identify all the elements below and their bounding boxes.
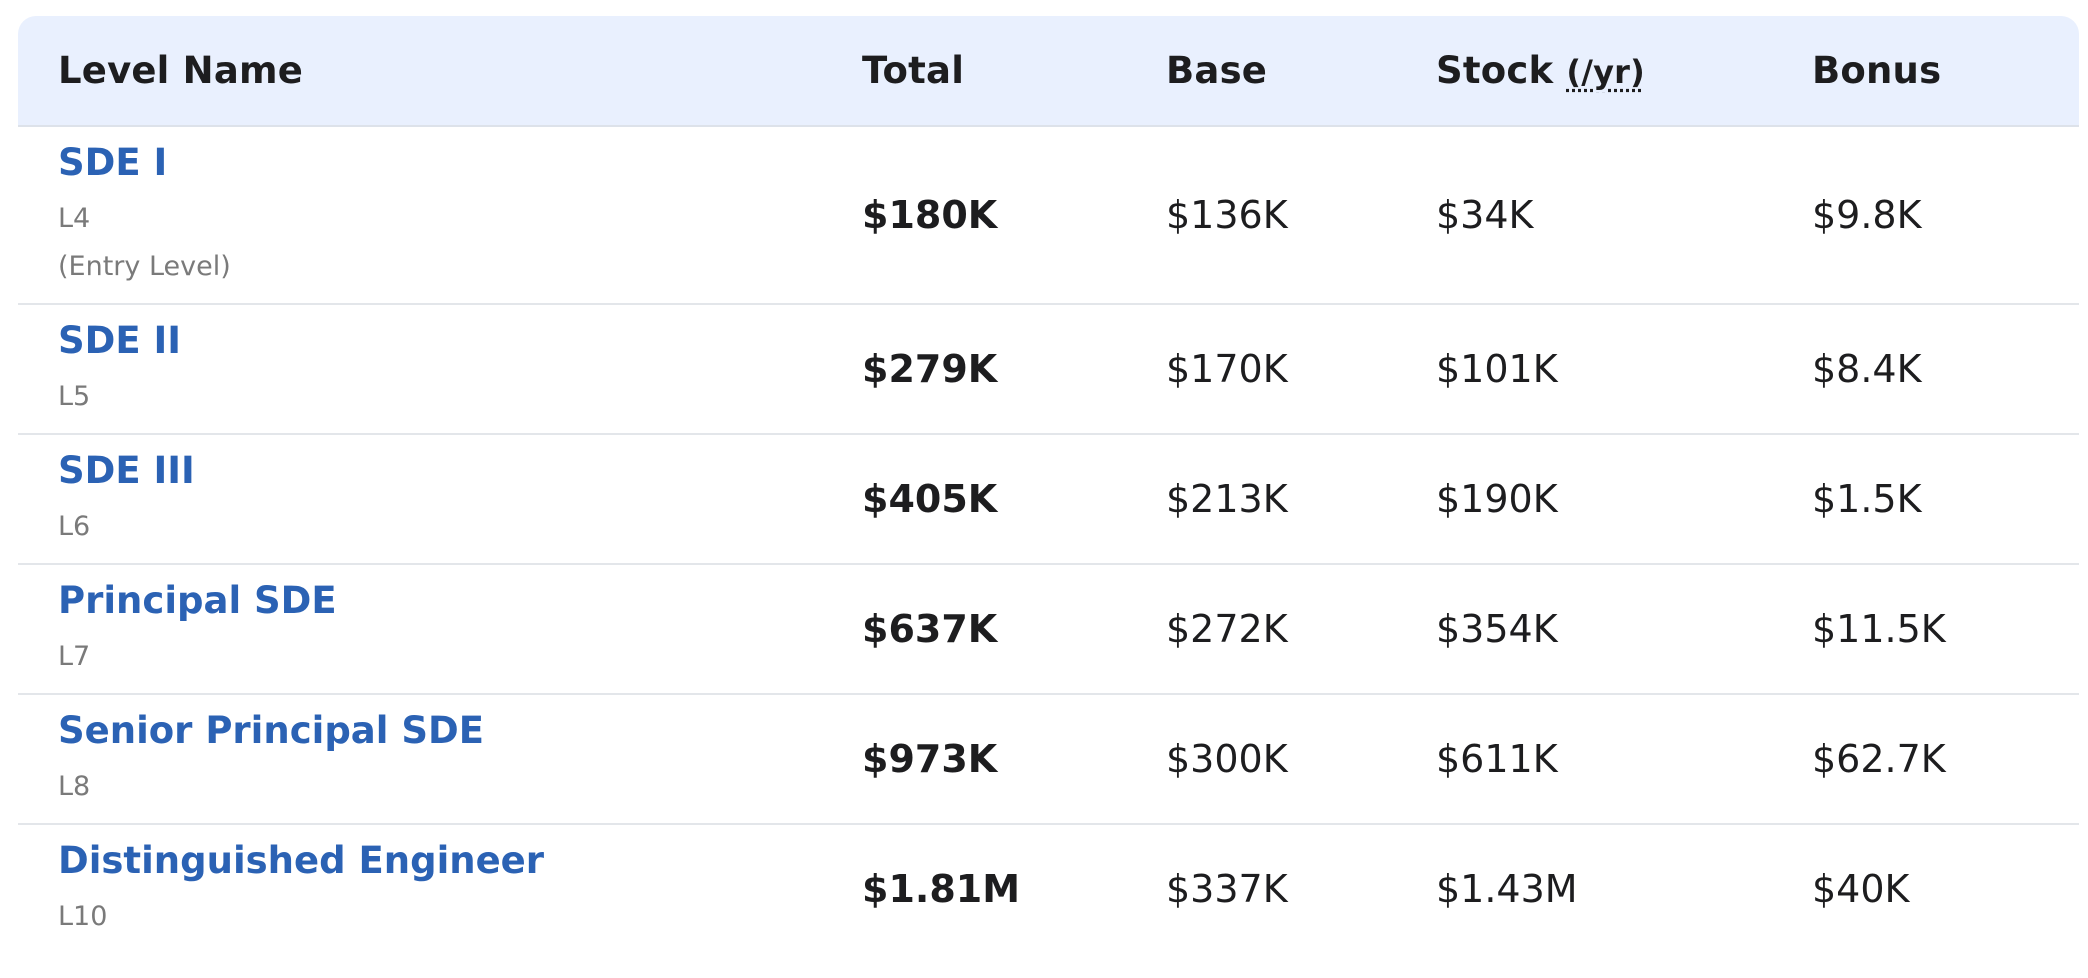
levels-table: Level Name Total Base Stock (/yr) Bonus … [18, 16, 2079, 955]
base-value: $136K [1166, 193, 1288, 237]
total-value: $405K [862, 477, 998, 521]
level-link[interactable]: SDE III [58, 449, 195, 492]
stock-unit-tooltip[interactable]: (/yr) [1566, 53, 1645, 91]
level-note: (Entry Level) [58, 251, 231, 282]
bonus-value: $11.5K [1812, 607, 1946, 651]
header-stock-label: Stock [1436, 49, 1554, 92]
stock-value: $1.43M [1436, 867, 1578, 911]
bonus-value: $9.8K [1812, 193, 1922, 237]
header-base[interactable]: Base [1166, 49, 1268, 92]
base-value: $300K [1166, 737, 1288, 781]
table-row[interactable]: Principal SDE L7 $637K $272K $354K $11.5… [18, 565, 2079, 695]
total-value: $973K [862, 737, 998, 781]
total-value: $180K [862, 193, 998, 237]
level-link[interactable]: SDE I [58, 141, 168, 184]
table-row[interactable]: Senior Principal SDE L8 $973K $300K $611… [18, 695, 2079, 825]
header-total[interactable]: Total [862, 49, 965, 92]
base-value: $337K [1166, 867, 1288, 911]
level-link[interactable]: Senior Principal SDE [58, 709, 484, 752]
bonus-value: $40K [1812, 867, 1910, 911]
bonus-value: $62.7K [1812, 737, 1946, 781]
total-value: $279K [862, 347, 998, 391]
total-value: $1.81M [862, 867, 1021, 911]
level-code: L5 [58, 381, 91, 412]
stock-value: $190K [1436, 477, 1558, 521]
bonus-value: $8.4K [1812, 347, 1922, 391]
total-value: $637K [862, 607, 998, 651]
level-code: L4 [58, 203, 91, 234]
table-header: Level Name Total Base Stock (/yr) Bonus [18, 16, 2079, 127]
table-row[interactable]: SDE II L5 $279K $170K $101K $8.4K [18, 305, 2079, 435]
stock-value: $354K [1436, 607, 1558, 651]
header-level-name[interactable]: Level Name [58, 49, 304, 92]
stock-value: $611K [1436, 737, 1558, 781]
table-row[interactable]: SDE III L6 $405K $213K $190K $1.5K [18, 435, 2079, 565]
bonus-value: $1.5K [1812, 477, 1922, 521]
level-code: L8 [58, 771, 91, 802]
header-stock[interactable]: Stock (/yr) [1436, 49, 1645, 92]
header-bonus[interactable]: Bonus [1812, 49, 1942, 92]
base-value: $213K [1166, 477, 1288, 521]
table-row[interactable]: Distinguished Engineer L10 $1.81M $337K … [18, 825, 2079, 955]
level-link[interactable]: Principal SDE [58, 579, 337, 622]
base-value: $170K [1166, 347, 1288, 391]
level-link[interactable]: SDE II [58, 319, 182, 362]
level-code: L7 [58, 641, 91, 672]
level-link[interactable]: Distinguished Engineer [58, 839, 545, 882]
base-value: $272K [1166, 607, 1288, 651]
table-row[interactable]: SDE I L4 (Entry Level) $180K $136K $34K … [18, 127, 2079, 305]
stock-value: $34K [1436, 193, 1534, 237]
stock-value: $101K [1436, 347, 1558, 391]
level-code: L6 [58, 511, 91, 542]
level-code: L10 [58, 901, 108, 932]
